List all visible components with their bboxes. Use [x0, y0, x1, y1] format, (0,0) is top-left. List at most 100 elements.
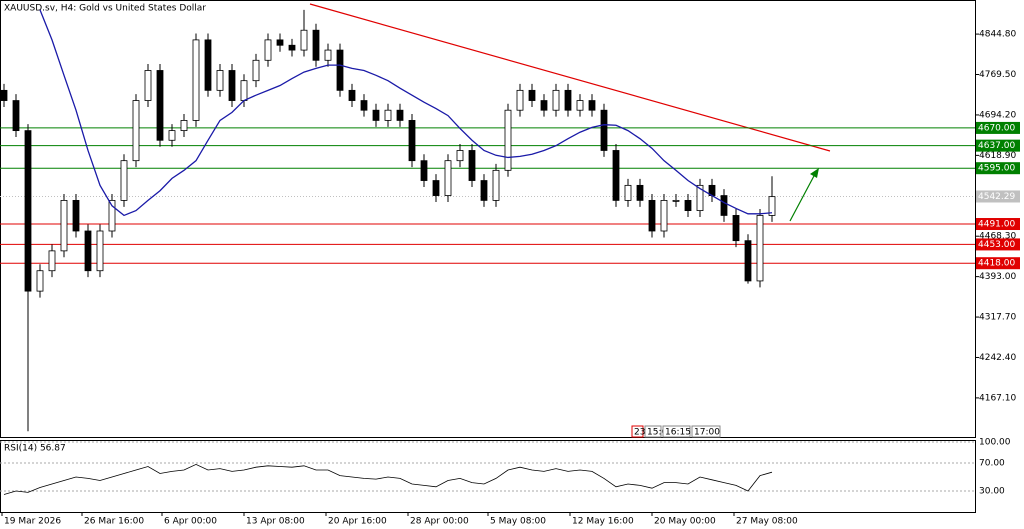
x-tick-label: 26 Mar 16:00	[84, 517, 144, 527]
rsi-title: RSI(14) 56.87	[4, 444, 66, 454]
candle-body	[204, 39, 212, 91]
candle-body	[48, 250, 56, 272]
level-label: 4491.00	[978, 220, 1015, 230]
candle-body	[96, 230, 104, 272]
x-tick-label: 12 May 16:00	[572, 517, 634, 527]
y-tick-label: 4167.10	[979, 393, 1016, 403]
candle-body	[648, 199, 656, 232]
candle-body	[768, 196, 776, 216]
candle-body	[276, 39, 284, 46]
x-tick-label: 5 May 08:00	[490, 517, 546, 527]
x-tick-label: 6 Apr 00:00	[164, 517, 217, 527]
candle-body	[528, 89, 536, 101]
crosshair-box	[662, 425, 691, 438]
rsi-pane	[0, 440, 976, 513]
level-label-box	[976, 139, 1020, 152]
candle-body	[600, 109, 608, 151]
arrow	[789, 173, 816, 222]
y-tick-label: 4242.40	[979, 353, 1016, 363]
chart-title: XAUUSD.sv, H4: Gold vs United States Dol…	[4, 4, 206, 14]
candle-body	[60, 199, 68, 252]
x-tick-label: 13 Apr 08:00	[246, 517, 305, 527]
candle-body	[696, 184, 704, 211]
candle-body	[456, 150, 464, 162]
candle-body	[408, 120, 416, 162]
candle-body	[684, 199, 692, 211]
trend-line	[309, 3, 831, 152]
candle-body	[516, 89, 524, 111]
level-label-box	[976, 238, 1020, 251]
crosshair-label: 23	[634, 428, 645, 438]
candle-body	[480, 180, 488, 201]
crosshair-box	[631, 425, 644, 438]
x-tick-label: 28 Apr 00:00	[410, 517, 469, 527]
candle-body	[36, 270, 44, 292]
candle-body	[564, 89, 572, 111]
candle-body	[108, 199, 116, 232]
y-tick-label: 4769.50	[979, 70, 1016, 80]
candle-body	[156, 70, 164, 141]
candle-body	[252, 59, 260, 82]
candle-body	[12, 100, 20, 132]
candle-body	[756, 215, 764, 282]
candle-body	[636, 184, 644, 201]
candle-body	[588, 100, 596, 111]
candle-body	[324, 49, 332, 61]
crosshair-label: 17:00	[694, 428, 720, 438]
candle-body	[744, 240, 752, 282]
candle-body	[384, 109, 392, 121]
arrow-head	[810, 168, 819, 178]
level-label-box	[976, 218, 1020, 231]
candle-body	[132, 100, 140, 162]
candle-body	[24, 130, 32, 292]
candle-body	[120, 160, 128, 201]
candle-body	[0, 89, 8, 101]
crosshair-box	[644, 425, 662, 438]
candle-body	[300, 29, 308, 51]
candle-body	[492, 169, 500, 201]
level-label: 4453.00	[978, 240, 1015, 250]
rsi-line	[3, 463, 773, 495]
candle-body	[360, 100, 368, 111]
candle-body	[288, 44, 296, 51]
candle-body	[336, 49, 344, 91]
candle-body	[468, 150, 476, 181]
x-tick-label: 20 May 00:00	[654, 517, 716, 527]
candle-body	[144, 70, 152, 101]
main-pane	[0, 0, 976, 438]
candle-body	[264, 39, 272, 61]
last-price-label: 4542.29	[978, 192, 1015, 202]
candle-body	[576, 100, 584, 111]
candle-body	[348, 89, 356, 101]
level-label: 4418.00	[978, 259, 1015, 269]
candle-body	[672, 199, 680, 202]
x-tick-label: 20 Apr 16:00	[328, 517, 387, 527]
level-label: 4670.00	[978, 123, 1015, 133]
candle-body	[444, 160, 452, 196]
candle-body	[720, 195, 728, 216]
rsi-tick-label: 70.00	[979, 459, 1005, 469]
crosshair-box	[691, 425, 721, 438]
x-tick-label: 19 Mar 2026	[4, 517, 61, 527]
candle-body	[420, 160, 428, 181]
y-tick-label: 4393.00	[979, 272, 1016, 282]
y-tick-label: 4844.80	[979, 30, 1016, 40]
level-label-box	[976, 121, 1020, 134]
rsi-tick-label: 100.00	[979, 438, 1011, 448]
level-label-box	[976, 257, 1020, 270]
moving-average	[39, 9, 773, 217]
candle-body	[84, 230, 92, 272]
candle-body	[660, 199, 668, 232]
candle-body	[372, 109, 380, 121]
candle-body	[732, 215, 740, 242]
candle-body	[552, 89, 560, 111]
rsi-tick-label: 30.00	[979, 487, 1005, 497]
candle-body	[624, 184, 632, 201]
candle-body	[504, 109, 512, 171]
candle-body	[192, 39, 200, 121]
candle-body	[228, 70, 236, 101]
candle-body	[540, 100, 548, 111]
y-tick-label: 4618.90	[979, 151, 1016, 161]
last-price-box	[976, 190, 1020, 203]
